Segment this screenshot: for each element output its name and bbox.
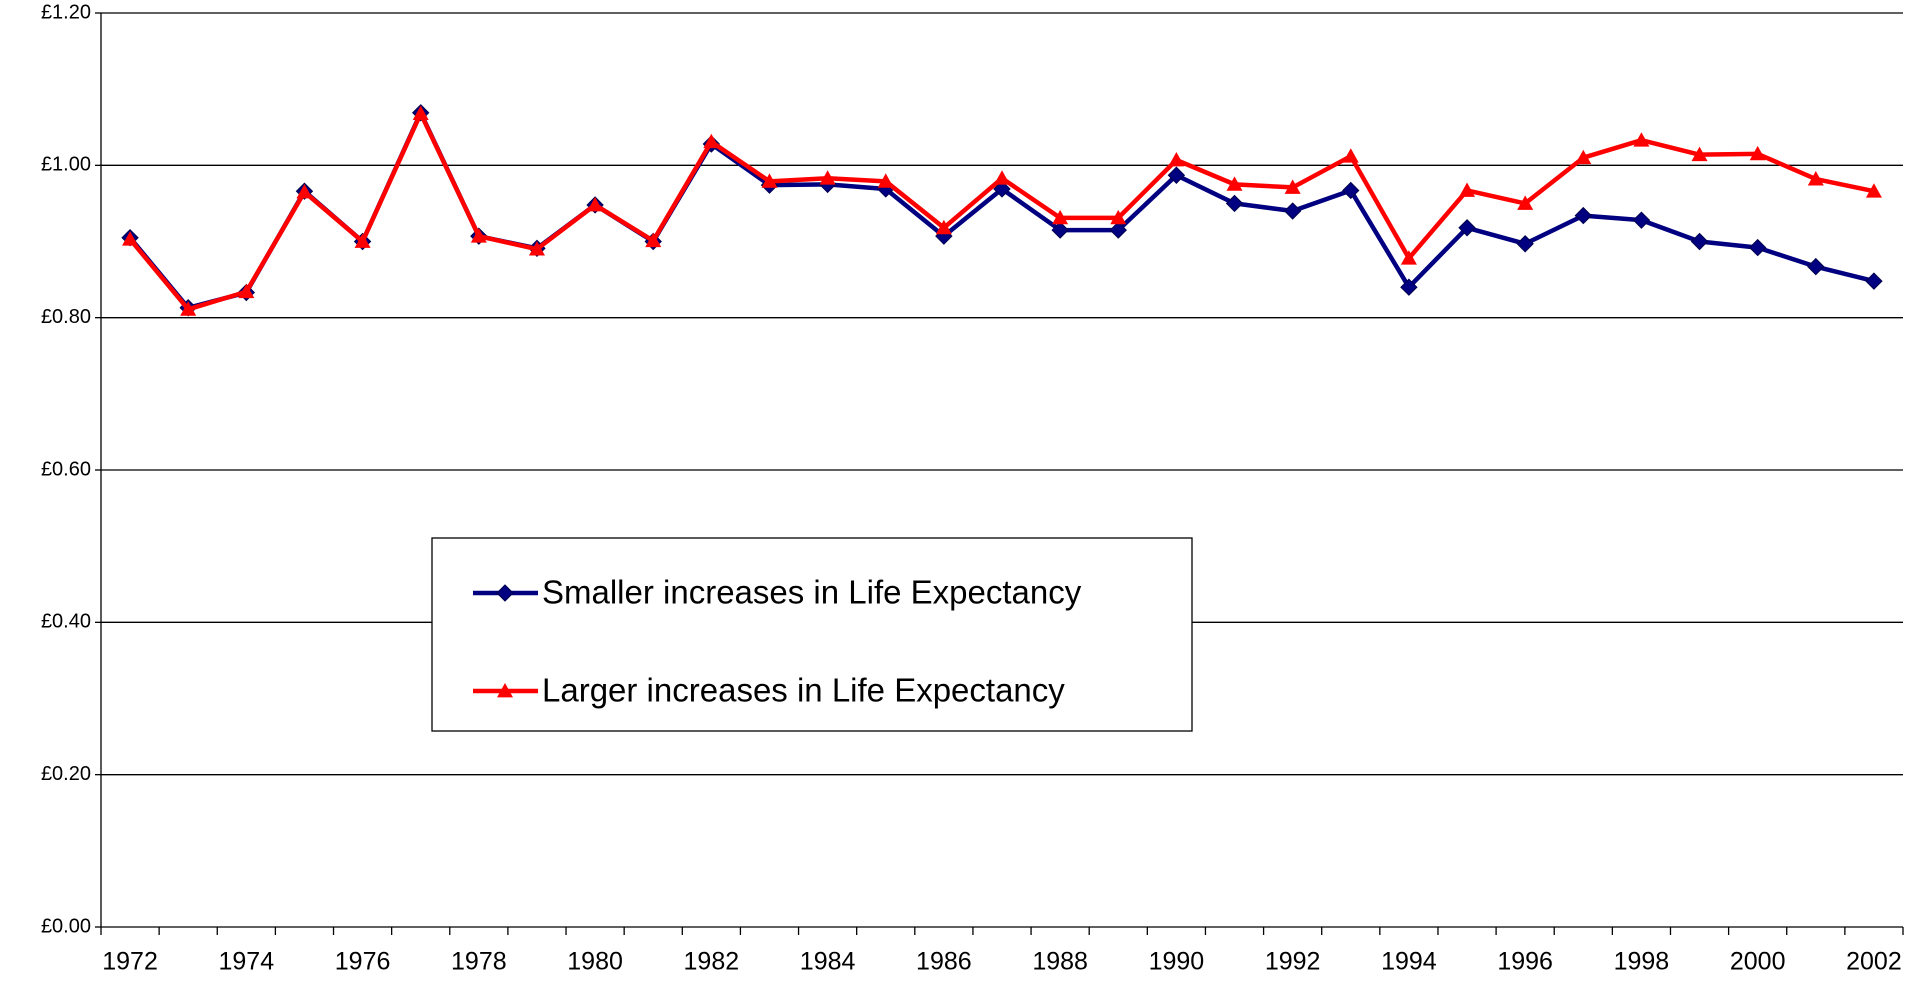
x-tick-label: 1994 <box>1381 948 1437 976</box>
marker <box>1110 209 1127 225</box>
marker <box>1167 166 1186 184</box>
marker <box>1051 221 1069 239</box>
x-tick-label: 1988 <box>1032 948 1088 976</box>
marker <box>1458 219 1476 237</box>
marker <box>935 219 952 235</box>
marker <box>1342 148 1359 163</box>
x-tick-label: 1996 <box>1497 948 1553 976</box>
x-tick-label: 1974 <box>219 948 275 976</box>
marker <box>1168 152 1185 167</box>
marker <box>1459 182 1476 197</box>
marker <box>1633 132 1650 147</box>
marker <box>645 232 662 248</box>
marker <box>180 301 197 316</box>
legend-marker <box>497 683 513 698</box>
legend-box <box>431 537 1193 732</box>
x-tick-label: 1992 <box>1265 948 1321 976</box>
y-tick-label: £0.20 <box>41 763 91 785</box>
marker <box>1865 183 1882 198</box>
marker <box>994 170 1010 185</box>
x-tick-label: 2002 <box>1846 948 1902 976</box>
marker <box>1516 235 1534 253</box>
x-tick-label: 1986 <box>916 948 972 976</box>
marker <box>587 196 604 212</box>
y-tick-label: £0.40 <box>41 611 91 633</box>
marker <box>703 133 720 149</box>
x-tick-label: 2000 <box>1730 948 1786 976</box>
x-tick-label: 1984 <box>800 948 856 976</box>
y-tick-label: £0.60 <box>41 458 91 480</box>
y-tick-label: £1.20 <box>41 1 91 23</box>
x-tick-label: 1976 <box>335 948 391 976</box>
marker <box>1342 181 1360 200</box>
marker <box>1865 272 1883 290</box>
y-tick-label: £1.00 <box>41 154 91 176</box>
marker <box>1574 206 1592 225</box>
x-tick-label: 1978 <box>451 948 507 976</box>
marker <box>296 183 313 199</box>
marker <box>1690 232 1709 251</box>
marker <box>877 173 894 188</box>
marker <box>1807 257 1825 276</box>
marker <box>1400 250 1417 265</box>
series-line <box>128 111 1875 312</box>
marker <box>470 228 487 243</box>
marker <box>238 283 255 299</box>
marker <box>761 173 778 188</box>
x-tick-label: 1980 <box>567 948 623 976</box>
x-tick-label: 1982 <box>684 948 740 976</box>
series-line <box>128 110 1875 311</box>
marker <box>1575 149 1592 165</box>
marker <box>1225 194 1244 213</box>
marker <box>1400 278 1418 296</box>
legend-marker <box>496 584 514 602</box>
y-tick-label: £0.00 <box>41 915 91 937</box>
marker <box>1632 211 1651 229</box>
marker <box>1109 221 1127 239</box>
marker <box>354 233 371 248</box>
marker <box>819 170 836 185</box>
marker <box>1807 171 1824 186</box>
marker <box>412 105 429 120</box>
marker <box>1691 146 1708 162</box>
marker <box>528 241 545 256</box>
marker <box>1226 176 1243 191</box>
x-tick-label: 1998 <box>1614 948 1670 976</box>
marker <box>122 231 139 246</box>
legend-label: Smaller increases in Life Expectancy <box>542 574 1082 611</box>
marker <box>1283 202 1302 220</box>
marker <box>1517 195 1534 210</box>
legend-label: Larger increases in Life Expectancy <box>542 672 1065 709</box>
marker <box>1052 209 1069 225</box>
marker <box>1749 145 1766 161</box>
x-tick-label: 1990 <box>1149 948 1205 976</box>
marker <box>1748 238 1767 257</box>
marker <box>993 180 1011 198</box>
marker <box>1284 179 1301 194</box>
x-tick-label: 1972 <box>102 948 158 976</box>
y-tick-label: £0.80 <box>41 306 91 328</box>
